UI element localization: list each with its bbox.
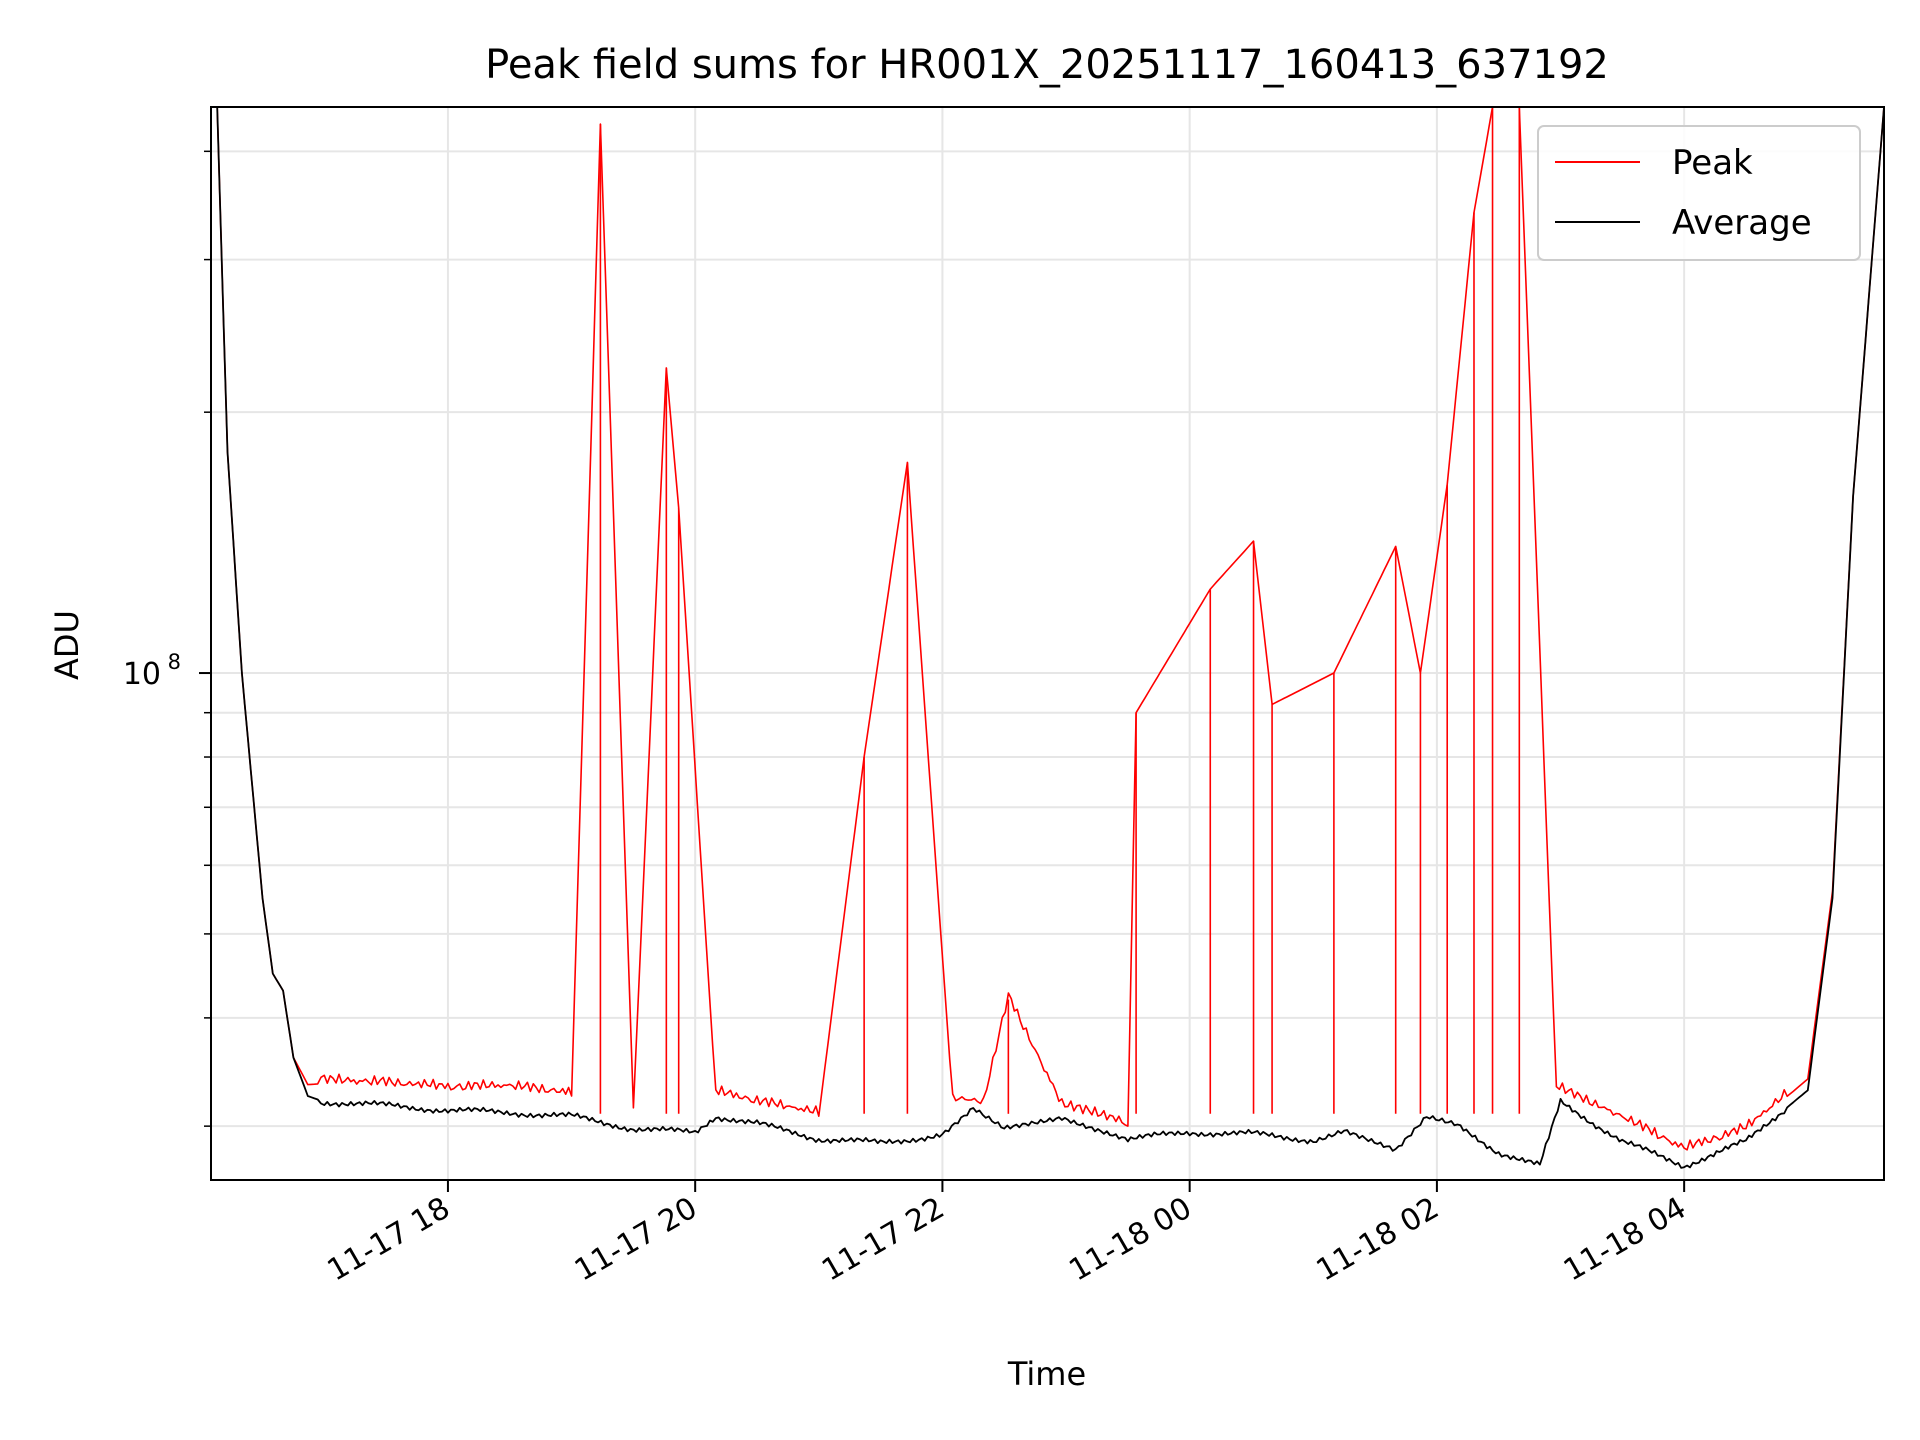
x-axis-title: Time <box>1007 1355 1086 1393</box>
peak-spikes <box>599 107 1521 1114</box>
series-line-average <box>216 106 1885 1169</box>
y-axis-title: ADU <box>48 610 86 680</box>
y-tick-label-exponent: 8 <box>168 650 181 674</box>
series-line-peak <box>216 106 1885 1151</box>
legend-label-average: Average <box>1672 203 1812 243</box>
legend-label-peak: Peak <box>1672 143 1753 183</box>
legend-box <box>1537 125 1861 261</box>
series-layer <box>216 106 1885 1169</box>
chart-title: Peak field sums for HR001X_20251117_1604… <box>485 42 1609 88</box>
y-tick-label: 10 <box>123 657 161 692</box>
legend: Peak Average <box>1537 125 1861 261</box>
plot-frame <box>210 106 1885 1181</box>
